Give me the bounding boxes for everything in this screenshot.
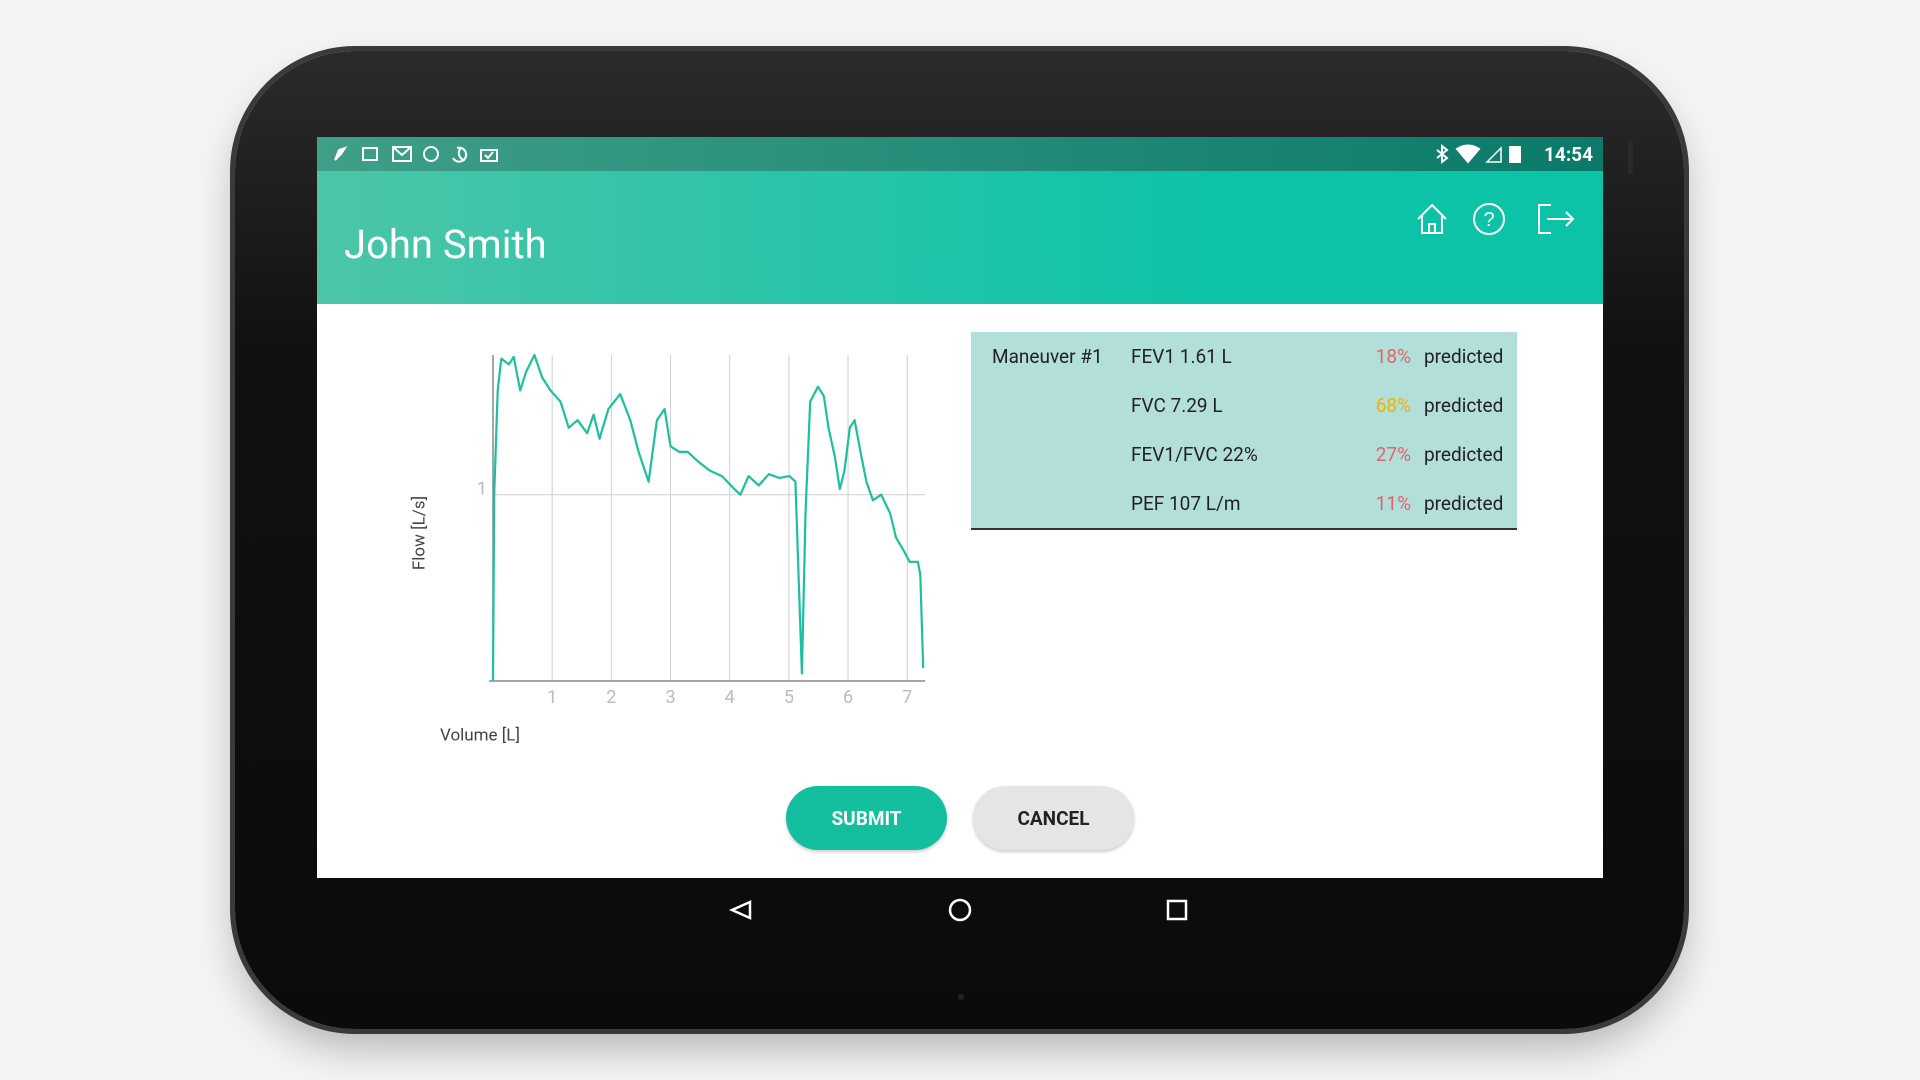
- metric: PEF 107 L/m: [1131, 492, 1241, 515]
- sensor: [1628, 140, 1633, 174]
- help-button[interactable]: ?: [1471, 199, 1511, 239]
- metric: FVC 7.29 L: [1131, 394, 1223, 417]
- maneuver-label: Maneuver #1: [992, 345, 1103, 368]
- x-tick-label: 7: [902, 687, 912, 708]
- x-tick-label: 3: [665, 687, 675, 708]
- x-axis-label: Volume [L]: [440, 725, 520, 745]
- x-tick-label: 1: [547, 687, 557, 708]
- patient-name: John Smith: [344, 221, 547, 268]
- percent: 27%: [1375, 443, 1411, 466]
- predicted-label: predicted: [1424, 345, 1504, 368]
- y-axis-label: Flow [L/s]: [409, 496, 429, 570]
- x-tick-label: 6: [843, 687, 853, 708]
- recents-button[interactable]: [1166, 899, 1188, 921]
- predicted-label: predicted: [1424, 492, 1504, 515]
- percent: 18%: [1375, 345, 1411, 368]
- predicted-label: predicted: [1424, 443, 1504, 466]
- percent: 68%: [1375, 394, 1411, 417]
- metric: FEV1/FVC 22%: [1131, 443, 1258, 466]
- logout-button[interactable]: [1535, 199, 1580, 239]
- percent: 11%: [1375, 492, 1411, 515]
- predicted-label: predicted: [1424, 394, 1504, 417]
- home-button[interactable]: [1412, 199, 1457, 239]
- nav-bar: [728, 898, 1188, 922]
- clock: 14:54: [1544, 143, 1593, 166]
- x-tick-label: 2: [606, 687, 616, 708]
- status-bar: 14:54: [317, 137, 1603, 171]
- camera: [958, 994, 964, 1000]
- notification-icons: [334, 146, 498, 163]
- svg-text:?: ?: [1483, 209, 1494, 231]
- y-tick-label: 1: [477, 478, 487, 499]
- submit-button[interactable]: SUBMIT: [786, 786, 947, 850]
- system-icons: [1436, 144, 1521, 164]
- flow-curve: [491, 353, 925, 682]
- cancel-button[interactable]: CANCEL: [973, 786, 1134, 850]
- screen: 14:54 John Smith ? Flow [L/s] Volume [L]…: [317, 137, 1603, 878]
- metric: FEV1 1.61 L: [1131, 345, 1232, 368]
- home-nav-button[interactable]: [948, 898, 972, 922]
- x-tick-label: 5: [784, 687, 794, 708]
- back-button[interactable]: [728, 900, 752, 920]
- results-table: Maneuver #1 FEV1 1.61 L 18% predicted FVC 7…: [971, 332, 1517, 530]
- x-tick-label: 4: [725, 687, 735, 708]
- flow-volume-chart: Flow [L/s] Volume [L] 1 2 3 4 5 6 7 1: [409, 353, 925, 745]
- app-bar: John Smith ?: [317, 171, 1603, 304]
